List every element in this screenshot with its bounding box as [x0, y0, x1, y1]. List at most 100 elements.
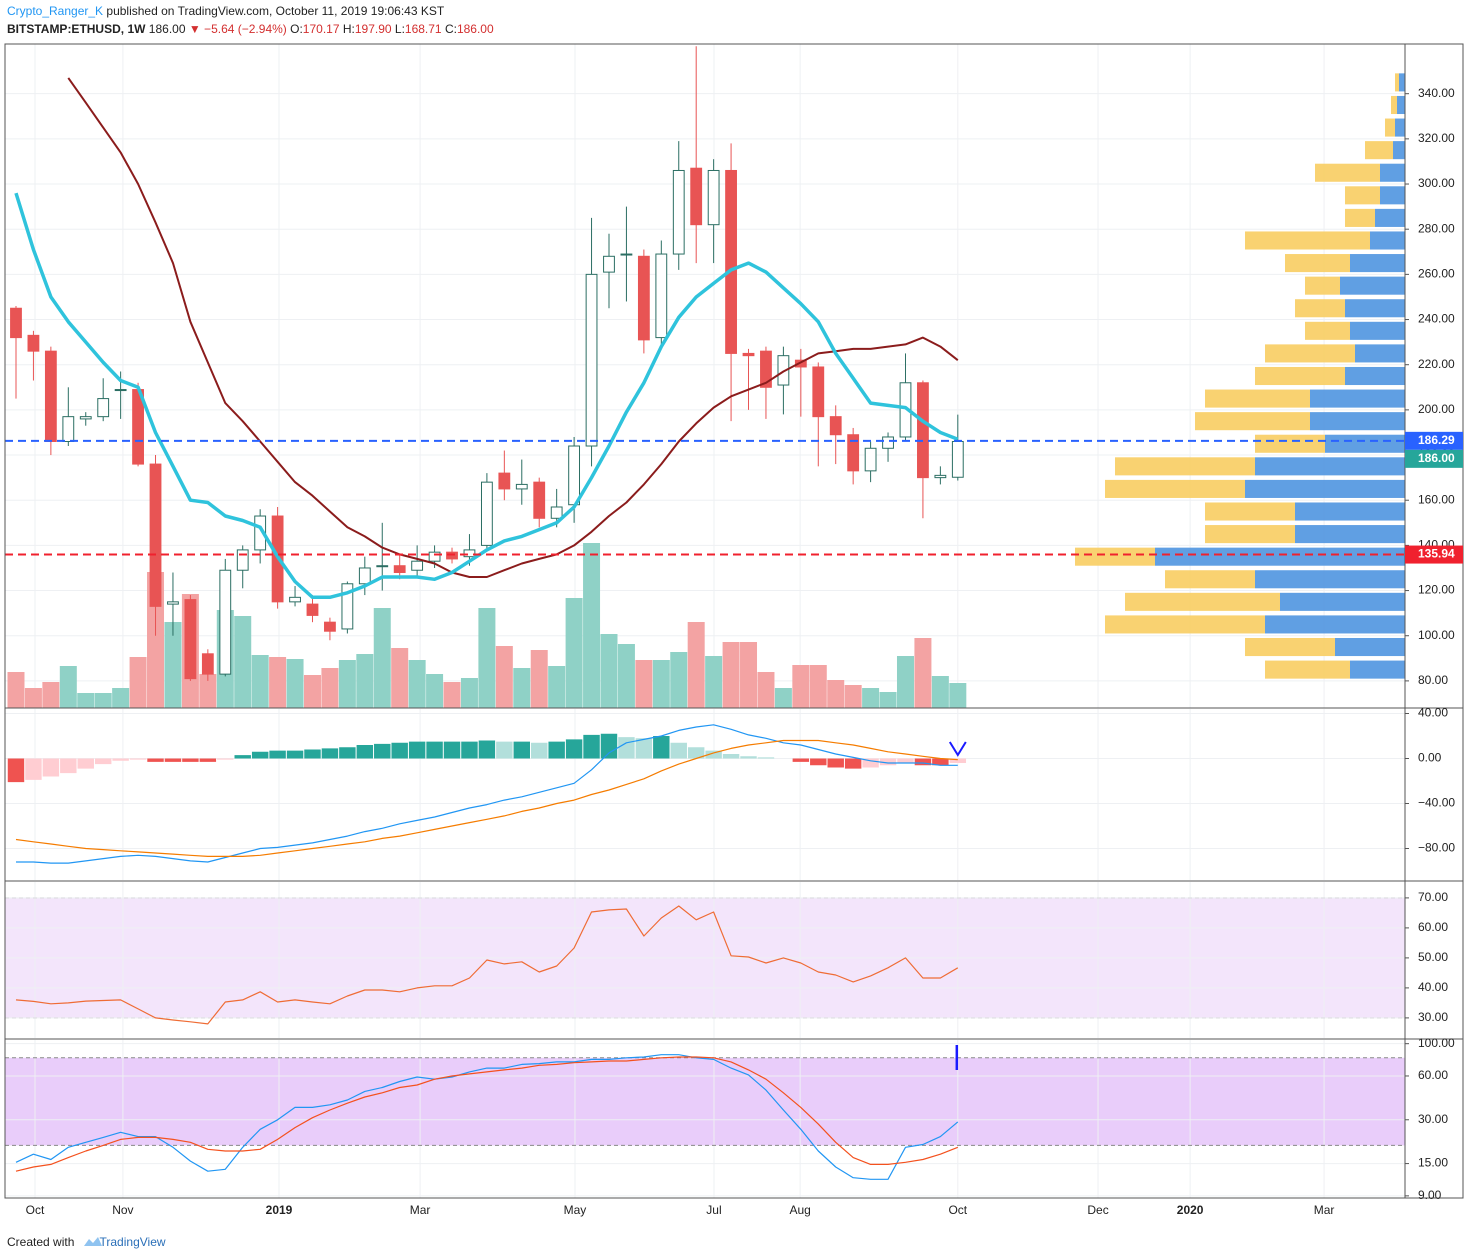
ohlc-key: H:	[343, 22, 355, 36]
candle-body	[480, 481, 493, 546]
y-tick-label: 240.00	[1418, 312, 1455, 326]
candle-body	[341, 583, 354, 630]
histogram-bar	[391, 742, 408, 759]
histogram-bar	[705, 750, 722, 759]
volume-bar	[548, 666, 566, 708]
candle-body	[62, 416, 75, 442]
volume-bar	[251, 655, 269, 708]
y-tick-label: 30.00	[1418, 1112, 1448, 1126]
histogram-bar	[862, 758, 879, 768]
candle-body	[306, 603, 319, 616]
candle-body	[10, 307, 22, 339]
profile-up	[1350, 660, 1405, 679]
histogram-bar	[810, 758, 827, 766]
candle-body	[934, 474, 947, 479]
histogram-bar	[897, 758, 914, 763]
profile-up	[1245, 479, 1405, 498]
axis-layer: Oct Nov 2019 Mar May Jul Aug Oct Dec 2020 Mar 80.00…	[4, 43, 1464, 1217]
y-tick-label: 340.00	[1418, 86, 1455, 100]
profile-down	[1075, 547, 1155, 566]
candle-body	[951, 440, 964, 478]
profile-down	[1105, 479, 1245, 498]
change: ▼ −5.64 (−2.94%)	[189, 22, 287, 36]
ohlc-value: 186.00	[457, 22, 494, 36]
candle-body	[393, 565, 406, 573]
candle-body	[637, 255, 650, 341]
volume-bar	[583, 543, 601, 708]
profile-up	[1325, 434, 1405, 453]
lines-layer	[5, 77, 1405, 1180]
volume-bar	[24, 688, 42, 708]
histogram-bar	[426, 741, 443, 759]
x-tick-label: Aug	[789, 1203, 810, 1217]
y-tick-label: 260.00	[1418, 267, 1455, 281]
y-tick-label: 70.00	[1418, 890, 1448, 904]
profile-down	[1395, 73, 1399, 92]
histogram-bar	[164, 758, 182, 762]
volume-bar	[408, 660, 426, 708]
y-tick-label: 160.00	[1418, 492, 1455, 506]
histogram-bar	[792, 758, 810, 762]
histogram-bar	[932, 758, 949, 766]
candle-body	[672, 169, 685, 255]
profile-down	[1105, 615, 1265, 634]
profile-up	[1375, 208, 1405, 227]
profile-up	[1345, 299, 1405, 318]
profile-up	[1155, 547, 1405, 566]
volume-bar	[129, 657, 147, 708]
histogram-bar	[722, 754, 740, 759]
histogram-bar	[914, 758, 932, 766]
candle-body	[411, 560, 424, 571]
y-tick-label: 40.00	[1418, 980, 1448, 994]
histogram-bar	[129, 758, 147, 760]
price-tag	[1405, 545, 1463, 564]
band	[5, 1057, 1405, 1146]
candle-body	[829, 416, 842, 436]
histogram-bar	[286, 750, 304, 759]
annotation-check	[948, 741, 967, 757]
profile-down	[1295, 299, 1345, 318]
x-tick-label: Mar	[410, 1203, 431, 1217]
profile-down	[1115, 457, 1255, 476]
candle-body	[847, 434, 860, 472]
volume-bar	[321, 668, 339, 708]
profile-down	[1391, 95, 1397, 115]
profile-down	[1195, 412, 1310, 431]
x-tick-label: 2020	[1177, 1203, 1204, 1217]
histogram-bar	[269, 750, 286, 759]
volume-bar	[635, 660, 653, 708]
volume-bar	[269, 657, 287, 708]
volume-bar	[844, 685, 862, 708]
profile-down	[1315, 163, 1380, 182]
author[interactable]: Crypto_Ranger_K	[7, 4, 103, 18]
y-tick-label: 60.00	[1418, 1068, 1448, 1082]
x-tick-label: 2019	[266, 1203, 293, 1217]
candle-body	[777, 355, 790, 386]
indicator-line	[16, 724, 958, 864]
volume-bar	[827, 680, 845, 708]
histogram-bar	[147, 758, 164, 762]
profile-up	[1310, 389, 1405, 408]
candle-body	[149, 463, 162, 607]
brand[interactable]: TradingView	[100, 1235, 166, 1249]
candle-body	[324, 621, 336, 632]
profile-down	[1345, 186, 1380, 205]
y-tick-label: −40.00	[1418, 796, 1455, 810]
profile-up	[1395, 118, 1405, 137]
candle-body	[812, 366, 825, 418]
profile-down	[1385, 118, 1395, 137]
indicator-line	[15, 739, 958, 857]
volume-bar	[426, 674, 444, 708]
profile-up	[1345, 366, 1405, 386]
histogram-bar	[25, 758, 42, 780]
profile-up	[1399, 73, 1405, 92]
candle-body	[97, 398, 110, 418]
candle-body	[725, 169, 737, 354]
y-tick-label: 30.00	[1418, 1010, 1448, 1024]
y-tick-label: 0.00	[1418, 751, 1442, 765]
x-tick-label: Dec	[1087, 1203, 1108, 1217]
histogram-bar	[600, 733, 618, 759]
volume-bar	[59, 666, 77, 708]
volume-bar	[460, 678, 478, 708]
